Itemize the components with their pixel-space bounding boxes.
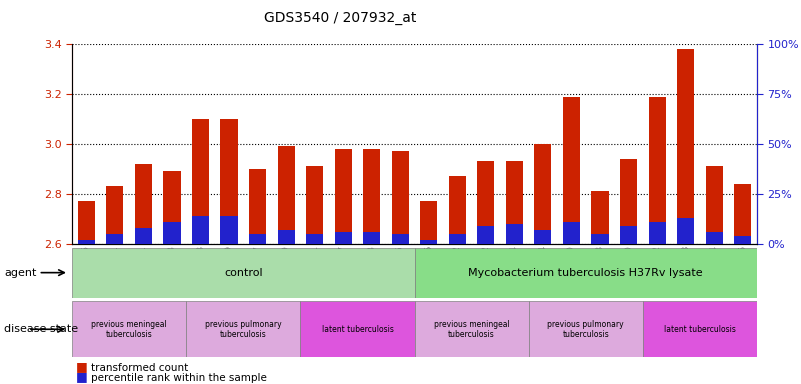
Text: control: control	[224, 268, 263, 278]
Bar	[706, 232, 723, 244]
Text: percentile rank within the sample: percentile rank within the sample	[91, 373, 267, 383]
Bar	[335, 149, 352, 244]
Bar	[335, 232, 352, 244]
Text: previous meningeal
tuberculosis: previous meningeal tuberculosis	[433, 319, 509, 339]
Bar	[306, 167, 323, 244]
Text: disease state: disease state	[4, 324, 78, 334]
Bar	[620, 159, 637, 244]
Bar	[505, 224, 523, 244]
Bar	[78, 240, 95, 244]
Text: agent: agent	[4, 268, 36, 278]
Bar	[477, 161, 494, 244]
Bar	[220, 119, 238, 244]
Bar	[415, 301, 529, 357]
Bar	[72, 301, 186, 357]
Bar	[163, 222, 180, 244]
Bar	[449, 177, 466, 244]
Bar	[392, 151, 409, 244]
Bar	[107, 234, 123, 244]
Text: ■: ■	[76, 360, 88, 373]
Text: latent tuberculosis: latent tuberculosis	[664, 325, 736, 334]
Bar	[563, 222, 580, 244]
Bar	[505, 161, 523, 244]
Bar	[591, 234, 609, 244]
Text: GDS3540 / 207932_at: GDS3540 / 207932_at	[264, 11, 417, 25]
Bar	[734, 184, 751, 244]
Text: latent tuberculosis: latent tuberculosis	[321, 325, 393, 334]
Bar	[534, 230, 551, 244]
Bar	[363, 232, 380, 244]
Bar	[186, 301, 300, 357]
Bar	[477, 226, 494, 244]
Bar	[591, 192, 609, 244]
Bar	[163, 172, 180, 244]
Bar	[135, 164, 152, 244]
Bar	[642, 301, 757, 357]
Bar	[677, 218, 694, 244]
Bar	[107, 187, 123, 244]
Bar	[72, 248, 415, 298]
Bar	[392, 234, 409, 244]
Bar	[277, 146, 295, 244]
Bar	[620, 226, 637, 244]
Bar	[306, 234, 323, 244]
Bar	[220, 216, 238, 244]
Bar	[421, 202, 437, 244]
Bar	[706, 167, 723, 244]
Bar	[192, 216, 209, 244]
Bar	[677, 49, 694, 244]
Bar	[563, 97, 580, 244]
Bar	[529, 301, 642, 357]
Bar	[534, 144, 551, 244]
Text: Mycobacterium tuberculosis H37Rv lysate: Mycobacterium tuberculosis H37Rv lysate	[469, 268, 703, 278]
Bar	[78, 202, 95, 244]
Bar	[192, 119, 209, 244]
Bar	[135, 228, 152, 244]
Bar	[277, 230, 295, 244]
Bar	[300, 301, 415, 357]
Text: previous meningeal
tuberculosis: previous meningeal tuberculosis	[91, 319, 167, 339]
Bar	[421, 240, 437, 244]
Bar	[249, 169, 266, 244]
Bar	[649, 222, 666, 244]
Text: ■: ■	[76, 370, 88, 383]
Bar	[363, 149, 380, 244]
Bar	[415, 248, 757, 298]
Bar	[734, 236, 751, 244]
Text: previous pulmonary
tuberculosis: previous pulmonary tuberculosis	[205, 319, 282, 339]
Bar	[249, 234, 266, 244]
Bar	[649, 97, 666, 244]
Text: previous pulmonary
tuberculosis: previous pulmonary tuberculosis	[547, 319, 624, 339]
Bar	[449, 234, 466, 244]
Text: transformed count: transformed count	[91, 363, 187, 373]
